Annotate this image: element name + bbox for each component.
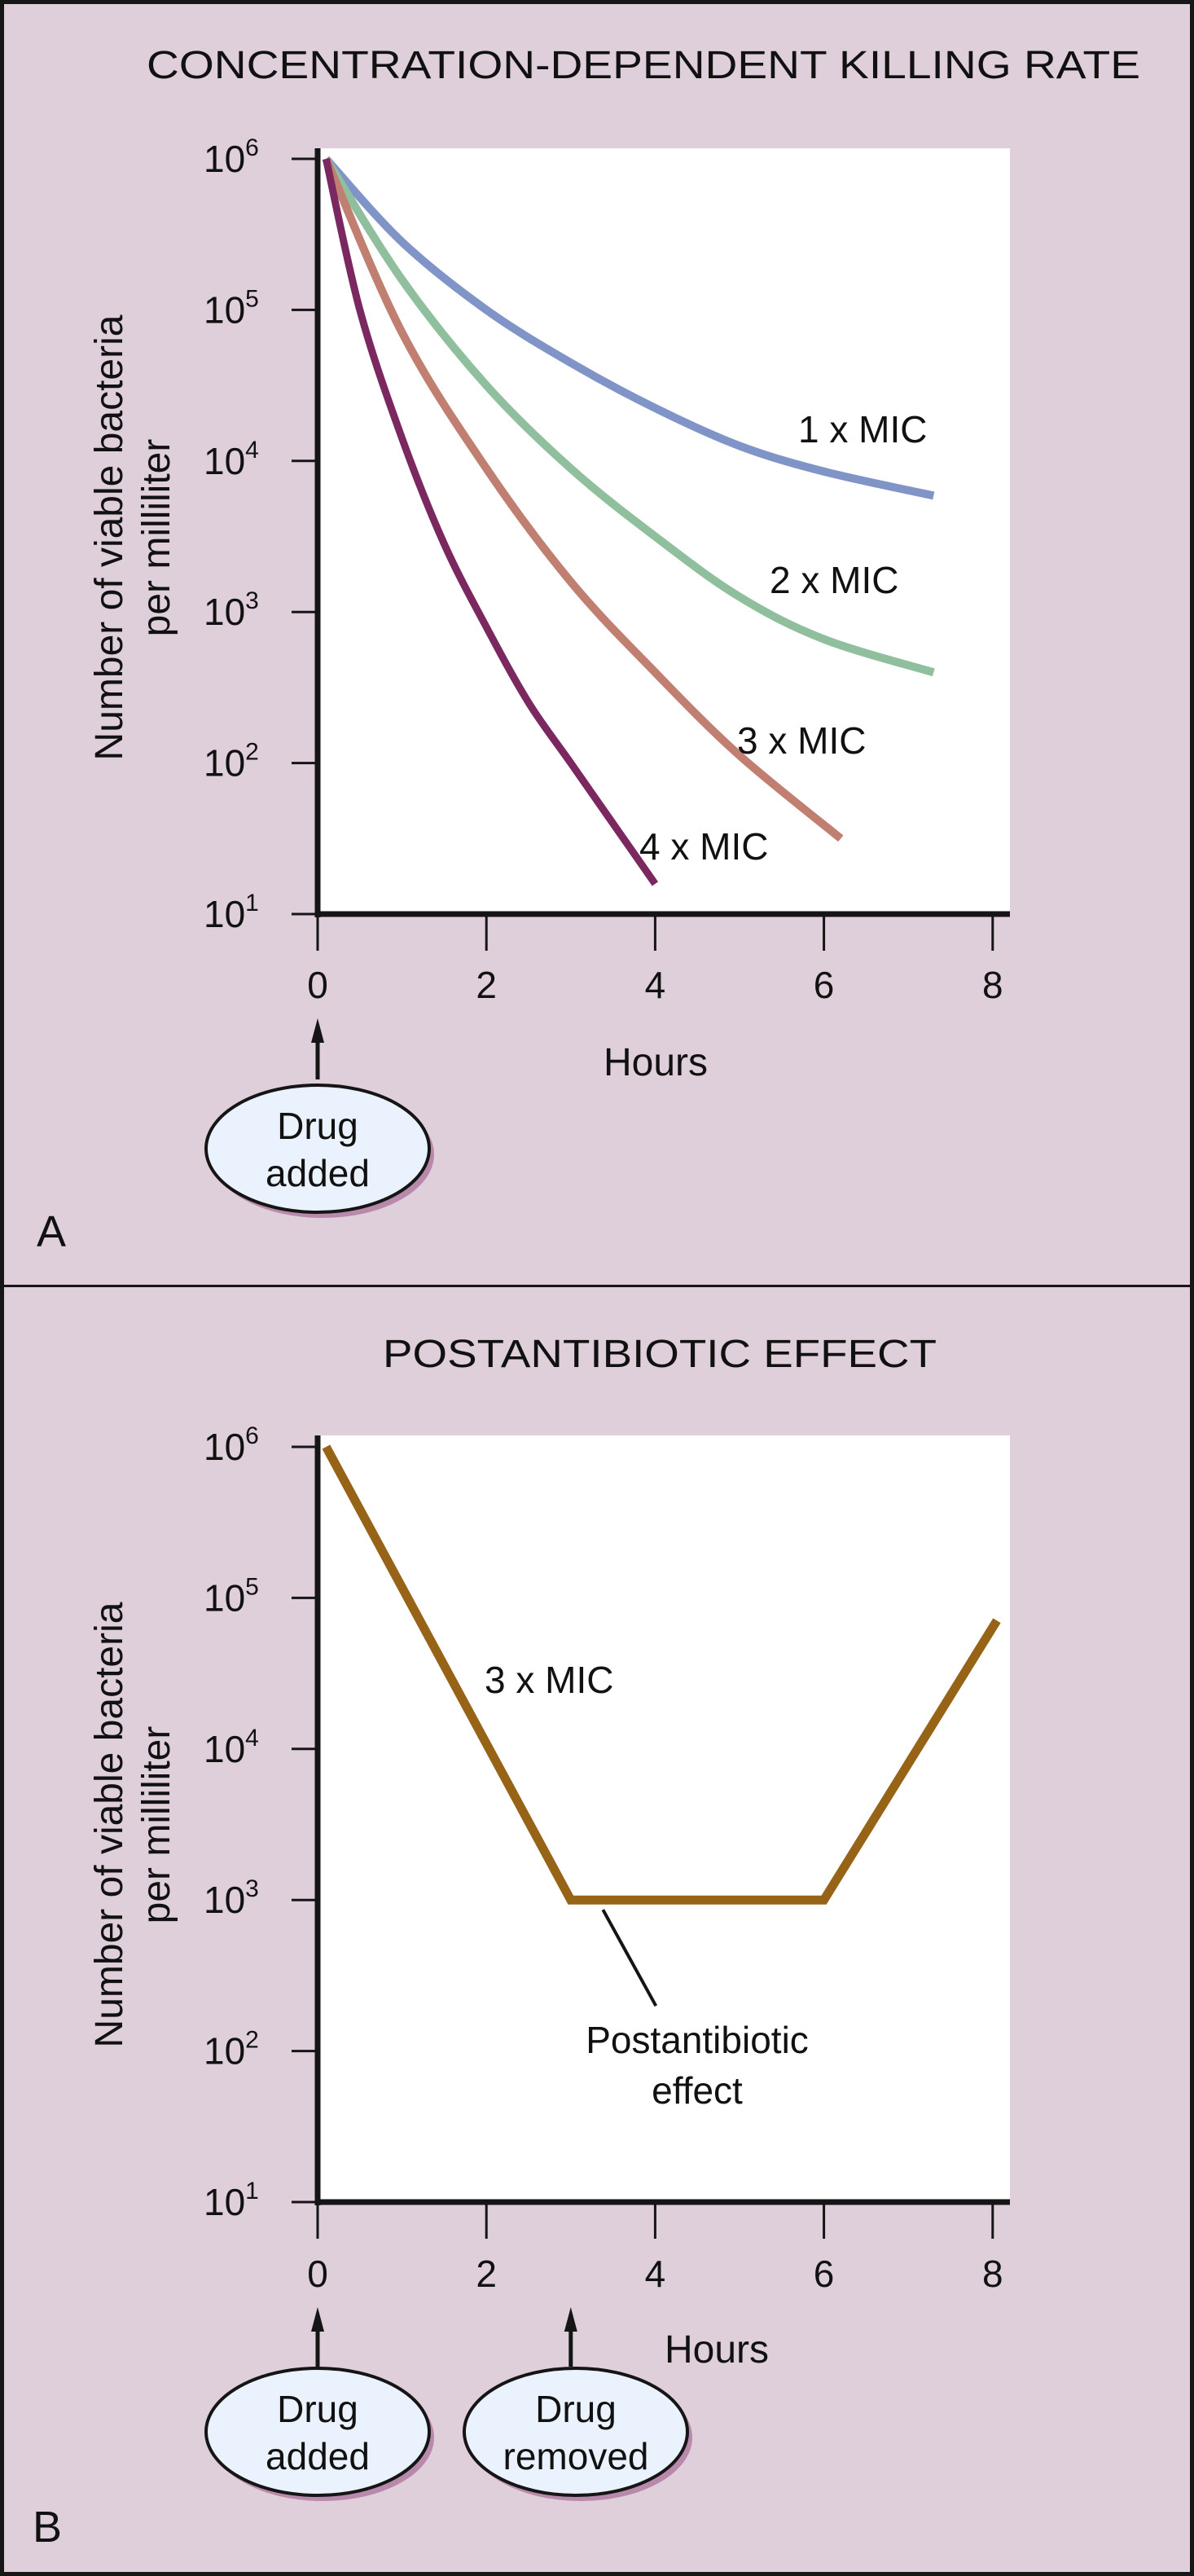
x-tick-label: 4 (645, 2253, 666, 2295)
chart-title: POSTANTIBIOTIC EFFECT (383, 1333, 937, 1376)
series-line-3xmic (322, 1444, 1001, 1905)
chart-title: CONCENTRATION-DEPENDENT KILLING RATE (147, 44, 1140, 87)
callout-text: Postantibiotic effect (586, 2019, 809, 2112)
y-tick-label: 104 (204, 437, 259, 482)
y-tick-label: 106 (204, 134, 259, 180)
x-tick-label: 0 (307, 2253, 328, 2295)
y-axis-label: Number of viable bacteria per milliliter (88, 1602, 178, 2047)
plot-area (318, 1435, 1010, 2202)
plot-area (318, 148, 1010, 914)
series-label: 2 x MIC (770, 559, 898, 601)
event-bubble-text: Drug added (266, 1105, 370, 1194)
y-axis-label: Number of viable bacteria per milliliter (88, 314, 178, 760)
x-tick-label: 6 (814, 2253, 835, 2295)
callout-line (601, 1909, 658, 2007)
arrow-up-icon (311, 1018, 324, 1043)
x-tick-label: 2 (476, 964, 497, 1006)
x-tick-label: 0 (307, 964, 328, 1006)
event-bubble-text: Drug removed (503, 2388, 649, 2477)
panel-letter: B (33, 2503, 62, 2552)
series-label: 3 x MIC (737, 719, 866, 762)
chart-panel-b: POSTANTIBIOTIC EFFECT 106 105 104 103 102 101 0… (33, 1333, 1010, 2552)
series-label: 1 x MIC (798, 408, 927, 451)
series-line-4xmic (322, 158, 659, 886)
y-tick-label: 103 (204, 1875, 259, 1921)
x-tick-label: 2 (476, 2253, 497, 2295)
x-tick-label: 4 (645, 964, 666, 1006)
series-line-1xmic (323, 156, 935, 500)
y-tick-label: 105 (204, 285, 259, 331)
arrow-up-icon (311, 2307, 324, 2332)
series-line-3xmic (322, 156, 844, 842)
chart-panel-a: CONCENTRATION-DEPENDENT KILLING RATE 106 1… (37, 44, 1140, 1256)
panel-letter: A (37, 1207, 66, 1256)
series-label: 3 x MIC (485, 1659, 613, 1701)
arrow-up-icon (564, 2307, 577, 2332)
y-tick-label: 105 (204, 1573, 259, 1619)
event-bubble (204, 2367, 431, 2497)
x-tick-label: 8 (982, 964, 1003, 1006)
x-axis-label: Hours (604, 1041, 708, 1084)
y-tick-label: 104 (204, 1725, 259, 1770)
y-tick-label: 102 (204, 739, 259, 785)
y-tick-label: 101 (204, 890, 259, 935)
y-tick-label: 106 (204, 1422, 259, 1468)
series-line-2xmic (323, 156, 935, 677)
event-bubble (463, 2367, 689, 2497)
event-bubble (204, 1084, 431, 1214)
x-tick-label: 8 (982, 2253, 1003, 2295)
x-axis-label: Hours (665, 2328, 769, 2372)
event-bubble-text: Drug added (266, 2388, 370, 2477)
series-label: 4 x MIC (639, 825, 768, 868)
y-tick-label: 102 (204, 2027, 259, 2073)
x-tick-label: 6 (814, 964, 835, 1006)
y-tick-label: 103 (204, 587, 259, 633)
y-tick-label: 101 (204, 2178, 259, 2223)
